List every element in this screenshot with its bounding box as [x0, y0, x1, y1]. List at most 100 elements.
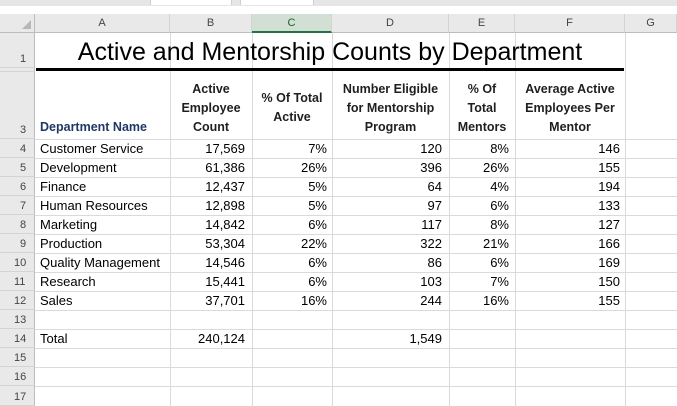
cell-average[interactable]: 146 [598, 141, 620, 156]
column-header-a[interactable]: A [35, 14, 170, 33]
gridline [332, 33, 333, 406]
cell-eligible[interactable]: 244 [420, 293, 442, 308]
row-header-8[interactable]: 8 [0, 215, 35, 234]
cell-active-count[interactable]: 61,386 [205, 160, 245, 175]
cell-pct-mentors[interactable]: 4% [490, 179, 509, 194]
cell-department[interactable]: Sales [40, 293, 73, 308]
row-header-5[interactable]: 5 [0, 158, 35, 177]
row-header-11[interactable]: 11 [0, 272, 35, 291]
cell-pct-mentors[interactable]: 7% [490, 274, 509, 289]
cell-pct-mentors[interactable]: 6% [490, 255, 509, 270]
cell-average[interactable]: 194 [598, 179, 620, 194]
row-header-10[interactable]: 10 [0, 253, 35, 272]
column-header-f[interactable]: F [515, 14, 625, 33]
cell-total-eligible[interactable]: 1,549 [409, 331, 442, 346]
cell-pct-active[interactable]: 6% [308, 274, 327, 289]
gridline [170, 33, 171, 406]
cell-active-count[interactable]: 15,441 [205, 274, 245, 289]
cell-pct-active[interactable]: 6% [308, 217, 327, 232]
gridline [35, 329, 677, 330]
cell-total-label[interactable]: Total [40, 331, 68, 346]
header-department-name[interactable]: Department Name [40, 120, 147, 134]
cell-pct-active[interactable]: 5% [308, 198, 327, 213]
sheet-title[interactable]: Active and Mentorship Counts by Departme… [77, 38, 583, 66]
cell-active-count[interactable]: 17,569 [205, 141, 245, 156]
cell-department[interactable]: Finance [40, 179, 87, 194]
cell-eligible[interactable]: 64 [427, 179, 442, 194]
cell-average[interactable]: 150 [598, 274, 620, 289]
row-header-6[interactable]: 6 [0, 177, 35, 196]
sheet-tab[interactable] [150, 0, 232, 5]
cell-eligible[interactable]: 396 [420, 160, 442, 175]
cell-active-count[interactable]: 37,701 [205, 293, 245, 308]
cell-pct-mentors[interactable]: 8% [490, 217, 509, 232]
header-number-eligible[interactable]: Number Eligible for Mentorship Program [342, 82, 439, 134]
cell-average[interactable]: 166 [598, 236, 620, 251]
select-all-corner[interactable] [0, 14, 35, 33]
row-header-4[interactable]: 4 [0, 139, 35, 158]
sheet-tab[interactable] [240, 0, 314, 5]
column-header-d[interactable]: D [332, 14, 449, 33]
cell-active-count[interactable]: 14,546 [205, 255, 245, 270]
cell-total-active[interactable]: 240,124 [198, 331, 245, 346]
cell-pct-active[interactable]: 6% [308, 255, 327, 270]
cell-department[interactable]: Research [40, 274, 96, 289]
header-pct-total-mentors[interactable]: % Of Total Mentors [457, 82, 507, 134]
column-header-e[interactable]: E [449, 14, 515, 33]
cell-department[interactable]: Development [40, 160, 117, 175]
row-header-7[interactable]: 7 [0, 196, 35, 215]
gridline [35, 158, 677, 159]
column-header-c[interactable]: C [252, 14, 332, 33]
row-header-17[interactable]: 17 [0, 386, 35, 406]
cell-department[interactable]: Production [40, 236, 103, 251]
cell-average[interactable]: 133 [598, 198, 620, 213]
cell-department[interactable]: Customer Service [40, 141, 144, 156]
header-pct-total-active[interactable]: % Of Total Active [261, 91, 323, 124]
row-header-9[interactable]: 9 [0, 234, 35, 253]
cell-average[interactable]: 127 [598, 217, 620, 232]
cell-pct-mentors[interactable]: 21% [482, 236, 509, 251]
cell-department[interactable]: Quality Management [40, 255, 160, 270]
cell-active-count[interactable]: 12,437 [205, 179, 245, 194]
cell-pct-mentors[interactable]: 16% [482, 293, 509, 308]
cell-eligible[interactable]: 322 [420, 236, 442, 251]
row-header-15[interactable]: 15 [0, 348, 35, 367]
gridline [35, 291, 677, 292]
row-header-16[interactable]: 16 [0, 367, 35, 386]
gridline [35, 139, 677, 140]
cell-eligible[interactable]: 103 [420, 274, 442, 289]
header-average-active-per-mentor[interactable]: Average Active Employees Per Mentor [525, 82, 615, 134]
cell-eligible[interactable]: 117 [421, 217, 442, 232]
cell-department[interactable]: Marketing [40, 217, 98, 232]
row-header-1[interactable]: 1 [0, 33, 35, 68]
cell-pct-active[interactable]: 22% [300, 236, 327, 251]
column-header-g[interactable]: G [625, 14, 677, 33]
row-header-2-hidden[interactable] [0, 68, 35, 72]
cell-pct-mentors[interactable]: 6% [490, 198, 509, 213]
header-active-employee-count[interactable]: Active Employee Count [181, 82, 241, 134]
cell-active-count[interactable]: 14,842 [205, 217, 245, 232]
cell-department[interactable]: Human Resources [40, 198, 148, 213]
row-header-3[interactable]: 3 [0, 72, 35, 139]
gridline [35, 177, 677, 178]
column-header-b[interactable]: B [170, 14, 252, 33]
row-header-14[interactable]: 14 [0, 329, 35, 348]
cell-pct-active[interactable]: 26% [300, 160, 327, 175]
row-header-13[interactable]: 13 [0, 310, 35, 329]
cell-eligible[interactable]: 86 [427, 255, 442, 270]
gridline [35, 215, 677, 216]
cell-active-count[interactable]: 12,898 [205, 198, 245, 213]
cell-average[interactable]: 155 [598, 293, 620, 308]
select-all-triangle-icon [22, 20, 31, 29]
cell-pct-mentors[interactable]: 26% [482, 160, 509, 175]
cell-eligible[interactable]: 97 [427, 198, 442, 213]
cell-eligible[interactable]: 120 [420, 141, 442, 156]
row-header-12[interactable]: 12 [0, 291, 35, 310]
cell-average[interactable]: 169 [598, 255, 620, 270]
cell-pct-active[interactable]: 5% [308, 179, 327, 194]
cell-pct-active[interactable]: 16% [300, 293, 327, 308]
cell-average[interactable]: 155 [598, 160, 620, 175]
cell-active-count[interactable]: 53,304 [205, 236, 245, 251]
cell-pct-mentors[interactable]: 8% [490, 141, 509, 156]
cell-pct-active[interactable]: 7% [308, 141, 327, 156]
